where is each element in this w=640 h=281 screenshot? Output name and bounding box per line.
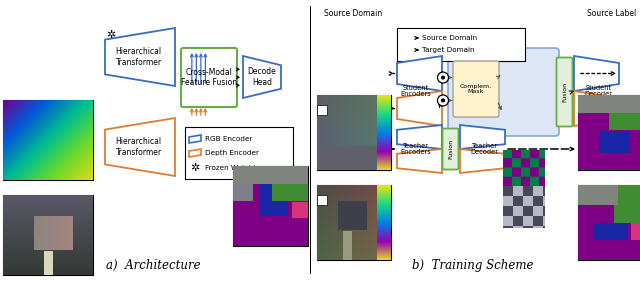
Bar (397, 28, 525, 61)
Bar (377, 95, 391, 170)
Bar (233, 166, 308, 246)
Circle shape (438, 95, 449, 106)
Text: Cross-Modal
Feature Fusion: Cross-Modal Feature Fusion (181, 68, 237, 87)
Text: Student
Encoders: Student Encoders (401, 85, 431, 98)
FancyBboxPatch shape (453, 61, 499, 117)
Text: Target Domain: Target Domain (325, 189, 381, 198)
FancyBboxPatch shape (442, 128, 458, 169)
Bar (578, 95, 640, 170)
Polygon shape (574, 91, 619, 126)
Bar (185, 127, 293, 179)
Text: Student
Decoder: Student Decoder (585, 85, 612, 98)
Bar (578, 185, 640, 260)
Text: Hierarchical
Transformer: Hierarchical Transformer (116, 137, 162, 157)
FancyBboxPatch shape (181, 48, 237, 107)
Polygon shape (397, 149, 442, 173)
Bar (503, 186, 545, 228)
Polygon shape (460, 149, 505, 173)
Circle shape (442, 99, 445, 102)
Polygon shape (397, 91, 442, 126)
Polygon shape (105, 118, 175, 176)
Bar (317, 95, 377, 170)
FancyBboxPatch shape (557, 58, 573, 126)
Text: Decode
Head: Decode Head (248, 67, 276, 87)
Text: Source Label: Source Label (588, 10, 637, 19)
Bar (3, 195, 93, 275)
Bar (317, 195, 327, 205)
Bar (317, 105, 327, 115)
Polygon shape (105, 28, 175, 86)
FancyBboxPatch shape (448, 48, 559, 136)
Bar (3, 100, 93, 180)
Text: a)  Architecture: a) Architecture (106, 259, 200, 271)
Text: Teacher
Decoder: Teacher Decoder (471, 142, 499, 155)
Polygon shape (243, 56, 281, 98)
Polygon shape (460, 125, 505, 149)
Polygon shape (574, 56, 619, 91)
Text: Pseudo Label: Pseudo Label (587, 189, 637, 198)
Text: b)  Training Scheme: b) Training Scheme (412, 259, 534, 271)
Polygon shape (397, 125, 442, 149)
Text: ✲: ✲ (106, 30, 116, 40)
Text: Fusion: Fusion (448, 139, 453, 159)
Text: Fusion: Fusion (562, 82, 567, 102)
Polygon shape (189, 135, 201, 143)
Text: Depth Encoder: Depth Encoder (205, 150, 259, 156)
Text: Teacher
Encoders: Teacher Encoders (401, 142, 431, 155)
Text: Complem.
Mask: Complem. Mask (460, 84, 492, 94)
Text: Frozen Weights: Frozen Weights (205, 165, 260, 171)
Bar (377, 185, 391, 260)
Text: Source Domain: Source Domain (422, 35, 477, 41)
Text: Source Domain: Source Domain (324, 10, 382, 19)
Text: ✲: ✲ (190, 163, 200, 173)
Text: Target Domain: Target Domain (422, 47, 474, 53)
Bar (503, 150, 545, 186)
Text: Hierarchical
Transformer: Hierarchical Transformer (116, 47, 162, 67)
Polygon shape (189, 149, 201, 157)
Bar (317, 185, 377, 260)
Text: RGB Encoder: RGB Encoder (205, 136, 253, 142)
Circle shape (442, 76, 445, 79)
Polygon shape (397, 56, 442, 91)
Circle shape (438, 72, 449, 83)
